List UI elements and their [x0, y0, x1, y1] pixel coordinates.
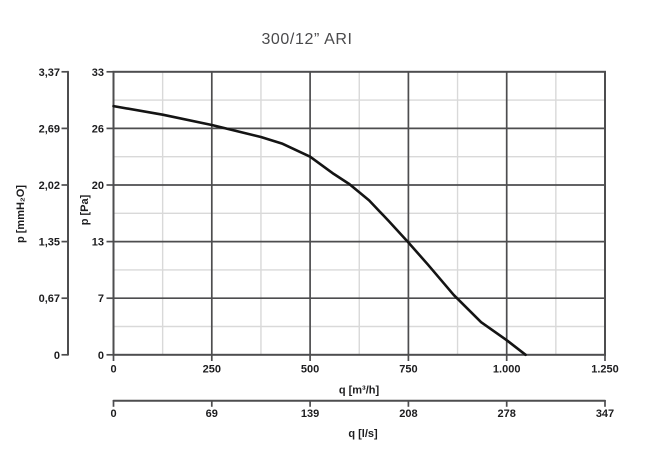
y-axis-mmh2o-tick-label: 0,67 — [39, 293, 60, 305]
x-axis-ls-tick-label: 139 — [301, 408, 319, 420]
pressure-curve-line — [112, 104, 527, 357]
y-axis-mmh2o-tick-label: 0 — [54, 350, 60, 362]
y-axis-pa-tick-label: 13 — [92, 237, 104, 249]
x-axis-m3h-tick-label: 250 — [203, 364, 221, 376]
y-axis-mmh2o-tick-label: 3,37 — [39, 67, 60, 79]
x-axis-ls-tick-label: 347 — [596, 408, 614, 420]
grid-minor-lines — [113, 71, 605, 355]
y-axis-pa-tick-label: 0 — [98, 350, 104, 362]
x-axis-m3h-tick-label: 1.250 — [591, 364, 619, 376]
x-axis-m3h-tick-label: 0 — [110, 364, 116, 376]
x-axis-ls-tick-label: 69 — [206, 408, 218, 420]
y-axis-pa-tick-label: 26 — [92, 123, 104, 135]
x-axis-ls: 0 69 139 208 278 347 q [l/s] — [110, 399, 614, 440]
grid-major-lines — [113, 71, 605, 355]
x-axis-m3h-title: q [m³/h] — [339, 385, 380, 397]
y-axis-pa-tick-label: 33 — [92, 67, 104, 79]
y-axis-pa-tick-label: 7 — [98, 293, 104, 305]
y-axis-mmh2o-title: p [mmH₂O] — [15, 185, 27, 243]
y-axis-mmh2o-tick-label: 2,69 — [39, 123, 60, 135]
y-axis-pa: 0 7 13 20 26 33 p [Pa] — [79, 67, 114, 362]
pressure-curve — [112, 104, 527, 357]
x-axis-ls-tick-label: 0 — [110, 408, 116, 420]
plot-border — [112, 70, 606, 356]
x-axis-m3h-tick-label: 500 — [301, 364, 319, 376]
chart-title: 300/12” ARI — [261, 31, 352, 48]
y-axis-mmh2o: 0 0,67 1,35 2,02 2,69 3,37 p [mmH₂O] — [15, 67, 69, 362]
y-axis-pa-title: p [Pa] — [79, 194, 91, 225]
x-axis-m3h: 0 250 500 750 1.000 1.250 q [m³/h] — [110, 354, 619, 397]
x-axis-m3h-tick-label: 750 — [399, 364, 417, 376]
x-axis-ls-tick-label: 208 — [399, 408, 417, 420]
x-axis-m3h-tick-label: 1.000 — [493, 364, 521, 376]
x-axis-ls-tick-label: 278 — [498, 408, 516, 420]
y-axis-mmh2o-tick-label: 2,02 — [39, 180, 60, 192]
y-axis-mmh2o-tick-label: 1,35 — [39, 237, 60, 249]
plot-area-border — [112, 70, 606, 356]
x-axis-ls-title: q [l/s] — [348, 428, 378, 440]
y-axis-pa-tick-label: 20 — [92, 180, 104, 192]
